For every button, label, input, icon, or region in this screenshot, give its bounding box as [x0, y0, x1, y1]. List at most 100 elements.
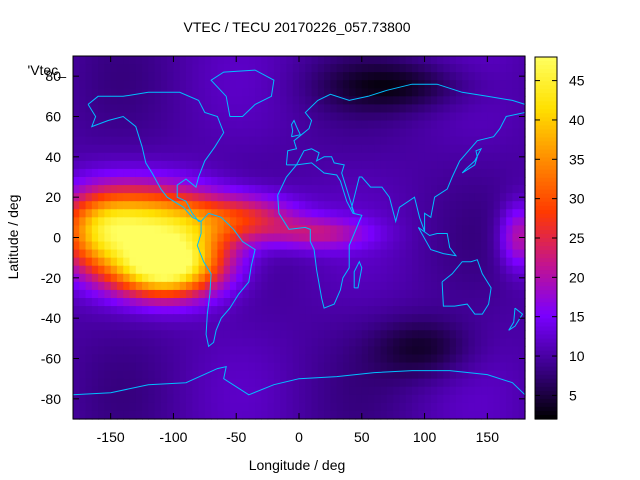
heatmap-cell — [449, 370, 457, 380]
heatmap-cell — [493, 160, 501, 170]
heatmap-cell — [135, 273, 143, 283]
heatmap-cell — [487, 354, 495, 364]
colorbar-segment — [535, 181, 557, 187]
heatmap-cell — [273, 241, 281, 251]
heatmap-cell — [374, 314, 382, 323]
heatmap-cell — [386, 201, 394, 210]
heatmap-cell — [455, 378, 463, 388]
heatmap-cell — [405, 233, 413, 243]
heatmap-cell — [142, 96, 149, 105]
heatmap-cell — [449, 201, 457, 210]
heatmap-cell — [186, 152, 193, 162]
heatmap-cell — [198, 306, 206, 315]
heatmap-cell — [280, 289, 288, 299]
heatmap-cell — [299, 354, 306, 364]
heatmap-cell — [186, 410, 193, 420]
heatmap-cell — [412, 338, 419, 347]
colorbar-segment — [535, 149, 557, 155]
heatmap-cell — [242, 378, 250, 388]
heatmap-cell — [85, 306, 93, 315]
heatmap-cell — [518, 402, 526, 412]
heatmap-cell — [506, 241, 514, 251]
heatmap-cell — [91, 362, 99, 372]
heatmap-cell — [468, 378, 476, 388]
heatmap-cell — [449, 185, 457, 194]
heatmap-cell — [336, 225, 344, 235]
heatmap-cell — [173, 298, 181, 307]
heatmap-cell — [242, 298, 250, 307]
heatmap-cell — [424, 306, 432, 315]
heatmap-cell — [198, 88, 206, 97]
heatmap-cell — [412, 193, 419, 202]
heatmap-cell — [167, 394, 175, 404]
heatmap-cell — [430, 185, 438, 194]
heatmap-cell — [148, 241, 156, 251]
colorbar-segment — [535, 414, 557, 420]
heatmap-cell — [462, 273, 470, 283]
heatmap-cell — [186, 128, 193, 138]
heatmap-cell — [198, 370, 206, 380]
heatmap-cell — [386, 128, 394, 138]
heatmap-cell — [91, 56, 99, 65]
heatmap-cell — [299, 80, 306, 89]
colorbar-segment — [535, 250, 557, 255]
heatmap-cell — [179, 217, 187, 226]
heatmap-cell — [273, 80, 281, 89]
heatmap-cell — [273, 298, 281, 307]
heatmap-cell — [229, 201, 237, 210]
heatmap-cell — [110, 281, 118, 291]
heatmap-cell — [506, 338, 514, 347]
heatmap-cell — [418, 330, 426, 339]
heatmap-cell — [204, 88, 212, 97]
heatmap-cell — [280, 112, 288, 122]
heatmap-cell — [311, 354, 319, 364]
heatmap-cell — [160, 257, 168, 267]
heatmap-cell — [129, 386, 137, 396]
heatmap-cell — [512, 80, 520, 89]
heatmap-cell — [481, 88, 488, 97]
heatmap-cell — [493, 80, 501, 89]
heatmap-cell — [248, 306, 256, 315]
heatmap-cell — [405, 249, 413, 259]
heatmap-cell — [499, 338, 507, 347]
heatmap-cell — [142, 378, 149, 388]
heatmap-cell — [104, 362, 112, 372]
heatmap-cell — [493, 257, 501, 267]
colorbar-segment — [535, 213, 557, 219]
heatmap-cell — [380, 330, 388, 339]
heatmap-cell — [242, 88, 250, 97]
heatmap-cell — [173, 209, 181, 218]
heatmap-cell — [98, 322, 105, 331]
heatmap-cell — [73, 120, 80, 130]
colorbar-tick-label: 25 — [569, 230, 585, 246]
heatmap-cell — [361, 265, 369, 275]
heatmap-cell — [123, 72, 131, 81]
heatmap-cell — [330, 217, 338, 226]
heatmap-cell — [455, 257, 463, 267]
heatmap-cell — [79, 64, 87, 73]
heatmap-cell — [192, 273, 200, 283]
heatmap-cell — [192, 193, 200, 202]
heatmap-cell — [261, 306, 269, 315]
heatmap-cell — [336, 112, 344, 122]
heatmap-cell — [104, 338, 112, 347]
heatmap-cell — [443, 233, 451, 243]
heatmap-cell — [393, 354, 401, 364]
heatmap-cell — [223, 257, 231, 267]
heatmap-cell — [129, 394, 137, 404]
heatmap-cell — [380, 144, 388, 154]
heatmap-cell — [487, 160, 495, 170]
heatmap-cell — [248, 249, 256, 259]
heatmap-cell — [512, 88, 520, 97]
heatmap-cell — [412, 346, 419, 356]
heatmap-cell — [223, 120, 231, 130]
heatmap-cell — [424, 241, 432, 251]
heatmap-cell — [211, 298, 218, 307]
heatmap-cell — [324, 370, 331, 380]
heatmap-cell — [236, 273, 244, 283]
heatmap-cell — [85, 72, 93, 81]
heatmap-cell — [204, 314, 212, 323]
heatmap-cell — [280, 104, 288, 114]
heatmap-cell — [380, 338, 388, 347]
heatmap-cell — [499, 209, 507, 218]
